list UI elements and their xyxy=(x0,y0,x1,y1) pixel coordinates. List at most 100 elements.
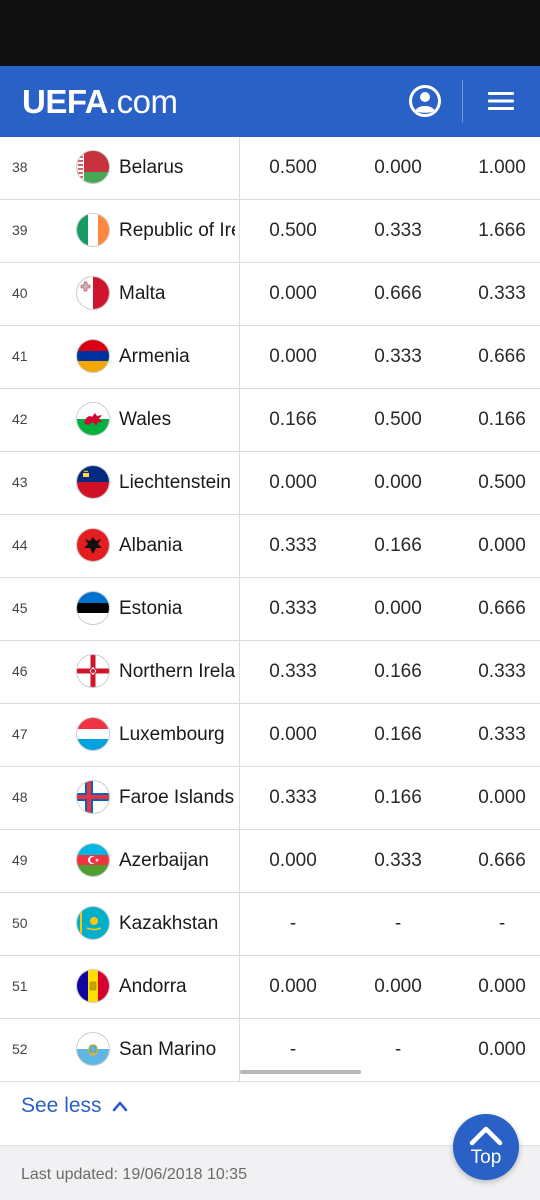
country-name-cell[interactable]: Belarus xyxy=(119,157,184,178)
rank-cell: 52 xyxy=(12,1041,28,1057)
country-name-cell[interactable]: Faroe Islands xyxy=(119,787,235,808)
coefficient-cell-1: 0.333 xyxy=(269,535,317,556)
table-row[interactable]: 47 Luxembourg 0.000 0.166 0.333 xyxy=(0,704,540,767)
luxembourg-flag-icon xyxy=(77,718,109,750)
coefficient-cell-1: - xyxy=(289,913,297,934)
coefficient-ranking-table: 38 Belarus 0.500 0.000 1.000 39 Republic of Ir… xyxy=(0,137,540,1082)
coefficient-cell-2: 0.000 xyxy=(374,976,422,997)
table-row[interactable]: 45 Estonia 0.333 0.000 0.666 xyxy=(0,578,540,641)
coefficient-cell-1: 0.000 xyxy=(269,976,317,997)
rank-cell: 45 xyxy=(12,600,28,616)
table-row[interactable]: 43 Liechtenstein 0.000 0.000 0.500 xyxy=(0,452,540,515)
coefficient-cell-2: 0.000 xyxy=(374,157,422,178)
table-row[interactable]: 42 Wales 0.166 0.500 0.166 xyxy=(0,389,540,452)
andorra-flag-icon xyxy=(77,970,109,1002)
country-name-cell[interactable]: Wales xyxy=(119,409,172,430)
table-row[interactable]: 51 Andorra 0.000 0.000 0.000 xyxy=(0,956,540,1019)
country-name-cell[interactable]: Republic of Ireland xyxy=(119,220,235,241)
coefficient-cell-2: 0.666 xyxy=(374,283,422,304)
coefficient-cell-2: - xyxy=(394,913,402,934)
hamburger-menu-icon[interactable] xyxy=(486,88,516,114)
coefficient-cell-3: 0.333 xyxy=(478,724,526,745)
table-row[interactable]: 39 Republic of Ireland 0.500 0.333 1.666 xyxy=(0,200,540,263)
uefa-logo[interactable]: UEFA.com xyxy=(22,84,178,120)
coefficient-cell-2: 0.333 xyxy=(374,850,422,871)
country-name-cell[interactable]: Kazakhstan xyxy=(119,913,219,934)
country-name-cell[interactable]: Northern Ireland xyxy=(119,661,235,682)
column-divider xyxy=(239,263,240,325)
armenia-flag-icon xyxy=(77,340,109,372)
rank-cell: 49 xyxy=(12,852,28,868)
country-name-cell[interactable]: Andorra xyxy=(119,976,187,997)
rank-cell: 41 xyxy=(12,348,28,364)
chevron-up-icon xyxy=(112,1101,127,1112)
column-divider xyxy=(239,200,240,262)
see-less-button[interactable]: See less xyxy=(21,1094,128,1118)
table-row[interactable]: 40 Malta 0.000 0.666 0.333 xyxy=(0,263,540,326)
rank-cell: 40 xyxy=(12,285,28,301)
coefficient-cell-1: 0.333 xyxy=(269,598,317,619)
estonia-flag-icon xyxy=(77,592,109,624)
country-name-cell[interactable]: Estonia xyxy=(119,598,183,619)
rank-cell: 42 xyxy=(12,411,28,427)
coefficient-cell-3: 0.333 xyxy=(478,283,526,304)
coefficient-cell-2: - xyxy=(394,1039,402,1060)
rank-cell: 44 xyxy=(12,537,28,553)
san-marino-flag-icon xyxy=(77,1033,109,1065)
user-account-icon[interactable] xyxy=(408,84,442,118)
rank-cell: 51 xyxy=(12,978,28,994)
rank-cell: 43 xyxy=(12,474,28,490)
chevron-up-icon xyxy=(469,1126,503,1146)
table-row[interactable]: 46 Northern Ireland 0.333 0.166 0.333 xyxy=(0,641,540,704)
logo-bold-text: UEFA xyxy=(22,83,109,120)
table-row[interactable]: 49 Azerbaijan 0.000 0.333 0.666 xyxy=(0,830,540,893)
country-name-cell[interactable]: Malta xyxy=(119,283,166,304)
coefficient-cell-3: 0.000 xyxy=(478,1039,526,1060)
coefficient-cell-3: 0.666 xyxy=(478,850,526,871)
column-divider xyxy=(239,137,240,199)
status-bar xyxy=(0,0,540,66)
ireland-flag-icon xyxy=(77,214,109,246)
coefficient-cell-2: 0.166 xyxy=(374,724,422,745)
kazakhstan-flag-icon xyxy=(77,907,109,939)
albania-flag-icon xyxy=(77,529,109,561)
coefficient-cell-3: 0.666 xyxy=(478,598,526,619)
coefficient-cell-2: 0.166 xyxy=(374,787,422,808)
rank-cell: 47 xyxy=(12,726,28,742)
see-less-label: See less xyxy=(21,1094,102,1117)
coefficient-cell-2: 0.333 xyxy=(374,220,422,241)
liechtenstein-flag-icon xyxy=(77,466,109,498)
country-name-cell[interactable]: Albania xyxy=(119,535,183,556)
azerbaijan-flag-icon xyxy=(77,844,109,876)
coefficient-cell-2: 0.166 xyxy=(374,535,422,556)
coefficient-cell-2: 0.333 xyxy=(374,346,422,367)
coefficient-cell-3: 0.500 xyxy=(478,472,526,493)
coefficient-cell-3: 0.000 xyxy=(478,535,526,556)
coefficient-cell-1: 0.500 xyxy=(269,157,317,178)
country-name-cell[interactable]: San Marino xyxy=(119,1039,217,1060)
table-row[interactable]: 50 Kazakhstan - - - xyxy=(0,893,540,956)
column-divider xyxy=(239,515,240,577)
table-row[interactable]: 48 Faroe Islands 0.333 0.166 0.000 xyxy=(0,767,540,830)
country-name-cell[interactable]: Luxembourg xyxy=(119,724,225,745)
table-row[interactable]: 38 Belarus 0.500 0.000 1.000 xyxy=(0,137,540,200)
coefficient-cell-1: 0.000 xyxy=(269,724,317,745)
footer-bar: Last updated: 19/06/2018 10:35 xyxy=(0,1145,540,1200)
rank-cell: 46 xyxy=(12,663,28,679)
rank-cell: 50 xyxy=(12,915,28,931)
table-row[interactable]: 41 Armenia 0.000 0.333 0.666 xyxy=(0,326,540,389)
back-to-top-button[interactable]: Top xyxy=(453,1114,519,1180)
coefficient-cell-3: 0.000 xyxy=(478,787,526,808)
horizontal-scrollbar[interactable] xyxy=(240,1070,361,1074)
coefficient-cell-1: 0.000 xyxy=(269,472,317,493)
column-divider xyxy=(239,389,240,451)
country-name-cell[interactable]: Azerbaijan xyxy=(119,850,209,871)
country-name-cell[interactable]: Armenia xyxy=(119,346,190,367)
column-divider xyxy=(239,1019,240,1081)
coefficient-cell-1: 0.000 xyxy=(269,346,317,367)
table-row[interactable]: 44 Albania 0.333 0.166 0.000 xyxy=(0,515,540,578)
table-row[interactable]: 52 San Marino - - 0.000 xyxy=(0,1019,540,1082)
country-name-cell[interactable]: Liechtenstein xyxy=(119,472,231,493)
last-updated-text: Last updated: 19/06/2018 10:35 xyxy=(21,1166,247,1183)
belarus-flag-icon xyxy=(77,151,109,183)
